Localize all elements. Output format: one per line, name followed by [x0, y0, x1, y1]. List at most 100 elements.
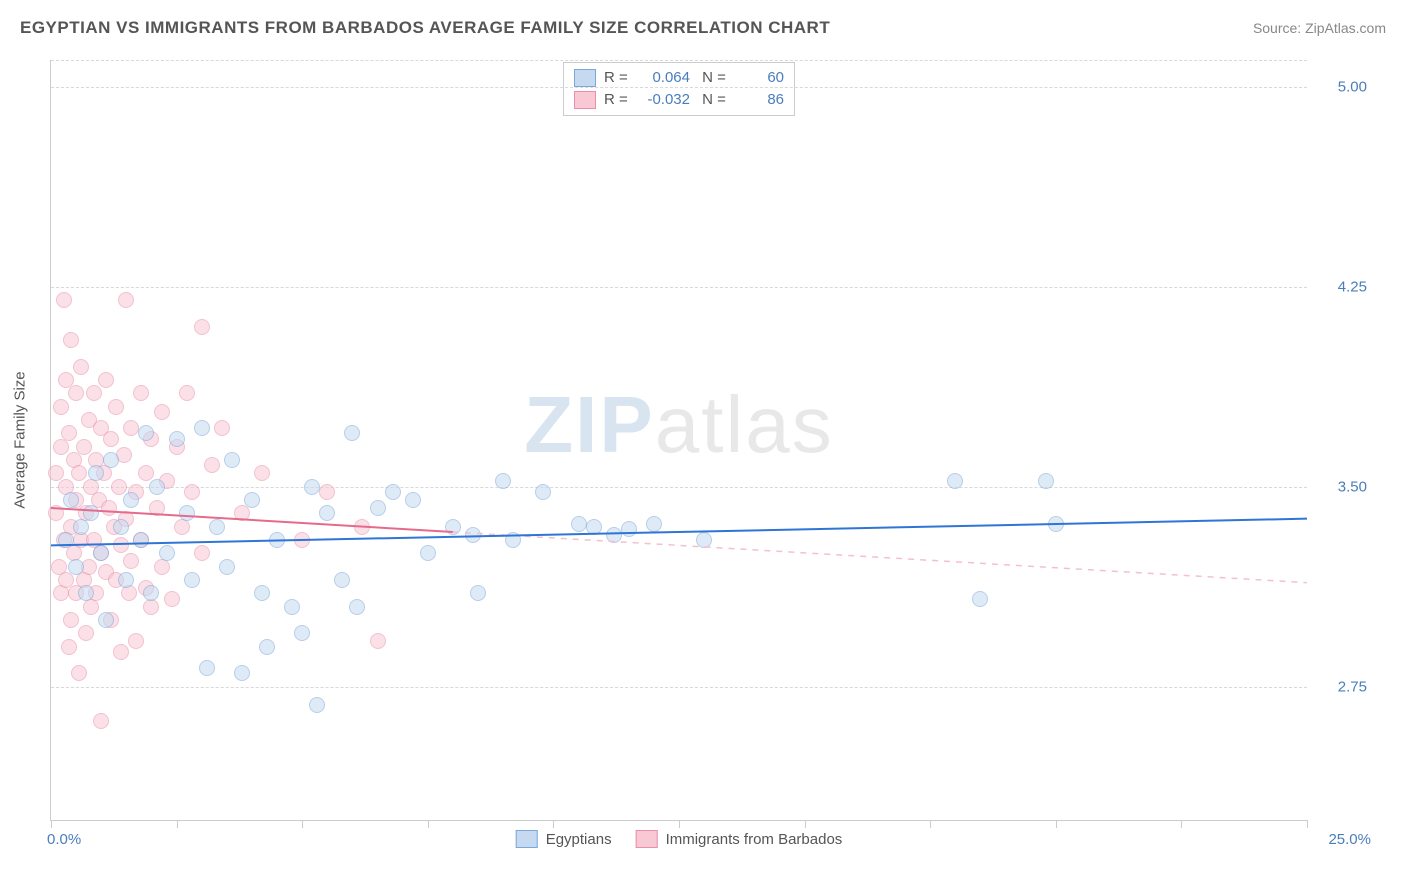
data-point — [254, 585, 270, 601]
data-point — [184, 572, 200, 588]
x-tick — [428, 820, 429, 828]
data-point — [73, 519, 89, 535]
data-point — [294, 532, 310, 548]
y-tick-label: 4.25 — [1317, 278, 1367, 295]
x-tick — [51, 820, 52, 828]
data-point — [947, 473, 963, 489]
data-point — [61, 425, 77, 441]
data-point — [184, 484, 200, 500]
data-point — [214, 420, 230, 436]
data-point — [123, 492, 139, 508]
legend-swatch-1 — [636, 830, 658, 848]
watermark: ZIPatlas — [524, 379, 833, 471]
data-point — [219, 559, 235, 575]
data-point — [194, 545, 210, 561]
legend-item-1: Immigrants from Barbados — [636, 830, 843, 848]
data-point — [621, 521, 637, 537]
data-point — [128, 633, 144, 649]
data-point — [71, 465, 87, 481]
data-point — [123, 553, 139, 569]
data-point — [370, 633, 386, 649]
legend-swatch-0 — [516, 830, 538, 848]
correlation-stats-box: R = 0.064 N = 60 R = -0.032 N = 86 — [563, 62, 795, 116]
data-point — [284, 599, 300, 615]
x-tick — [679, 820, 680, 828]
data-point — [113, 644, 129, 660]
data-point — [179, 505, 195, 521]
data-point — [121, 585, 137, 601]
data-point — [56, 292, 72, 308]
data-point — [370, 500, 386, 516]
data-point — [234, 665, 250, 681]
data-point — [405, 492, 421, 508]
plot-region: ZIPatlas R = 0.064 N = 60 R = -0.032 N =… — [50, 60, 1307, 821]
data-point — [420, 545, 436, 561]
data-point — [972, 591, 988, 607]
data-point — [304, 479, 320, 495]
data-point — [194, 319, 210, 335]
data-point — [1038, 473, 1054, 489]
data-point — [159, 545, 175, 561]
data-point — [48, 505, 64, 521]
data-point — [138, 425, 154, 441]
data-point — [319, 505, 335, 521]
data-point — [646, 516, 662, 532]
data-point — [209, 519, 225, 535]
data-point — [535, 484, 551, 500]
gridline — [51, 287, 1307, 288]
data-point — [113, 519, 129, 535]
data-point — [465, 527, 481, 543]
data-point — [495, 473, 511, 489]
trend-lines — [51, 60, 1307, 820]
data-point — [234, 505, 250, 521]
legend-item-0: Egyptians — [516, 830, 612, 848]
data-point — [88, 465, 104, 481]
y-tick-label: 5.00 — [1317, 78, 1367, 95]
data-point — [154, 404, 170, 420]
data-point — [194, 420, 210, 436]
data-point — [244, 492, 260, 508]
data-point — [63, 612, 79, 628]
n-value-series-1: 86 — [734, 89, 784, 111]
data-point — [113, 537, 129, 553]
data-point — [199, 660, 215, 676]
data-point — [78, 625, 94, 641]
gridline — [51, 60, 1307, 61]
data-point — [61, 639, 77, 655]
x-tick — [302, 820, 303, 828]
data-point — [123, 420, 139, 436]
data-point — [224, 452, 240, 468]
data-point — [118, 572, 134, 588]
r-value-series-1: -0.032 — [640, 89, 690, 111]
data-point — [73, 359, 89, 375]
data-point — [294, 625, 310, 641]
data-point — [83, 505, 99, 521]
series-legend: Egyptians Immigrants from Barbados — [516, 830, 843, 848]
data-point — [385, 484, 401, 500]
data-point — [606, 527, 622, 543]
x-tick — [1056, 820, 1057, 828]
data-point — [98, 372, 114, 388]
data-point — [63, 332, 79, 348]
data-point — [58, 532, 74, 548]
source-attribution: Source: ZipAtlas.com — [1253, 20, 1386, 36]
data-point — [103, 431, 119, 447]
data-point — [354, 519, 370, 535]
data-point — [93, 713, 109, 729]
legend-label-0: Egyptians — [546, 831, 612, 848]
legend-label-1: Immigrants from Barbados — [666, 831, 843, 848]
data-point — [344, 425, 360, 441]
data-point — [179, 385, 195, 401]
gridline — [51, 487, 1307, 488]
y-tick-label: 2.75 — [1317, 678, 1367, 695]
y-tick-label: 3.50 — [1317, 478, 1367, 495]
x-axis-min-label: 0.0% — [47, 831, 81, 848]
data-point — [133, 532, 149, 548]
data-point — [445, 519, 461, 535]
chart-title: EGYPTIAN VS IMMIGRANTS FROM BARBADOS AVE… — [20, 18, 830, 38]
data-point — [108, 399, 124, 415]
data-point — [586, 519, 602, 535]
y-axis-title: Average Family Size — [12, 371, 29, 508]
gridline — [51, 87, 1307, 88]
data-point — [1048, 516, 1064, 532]
